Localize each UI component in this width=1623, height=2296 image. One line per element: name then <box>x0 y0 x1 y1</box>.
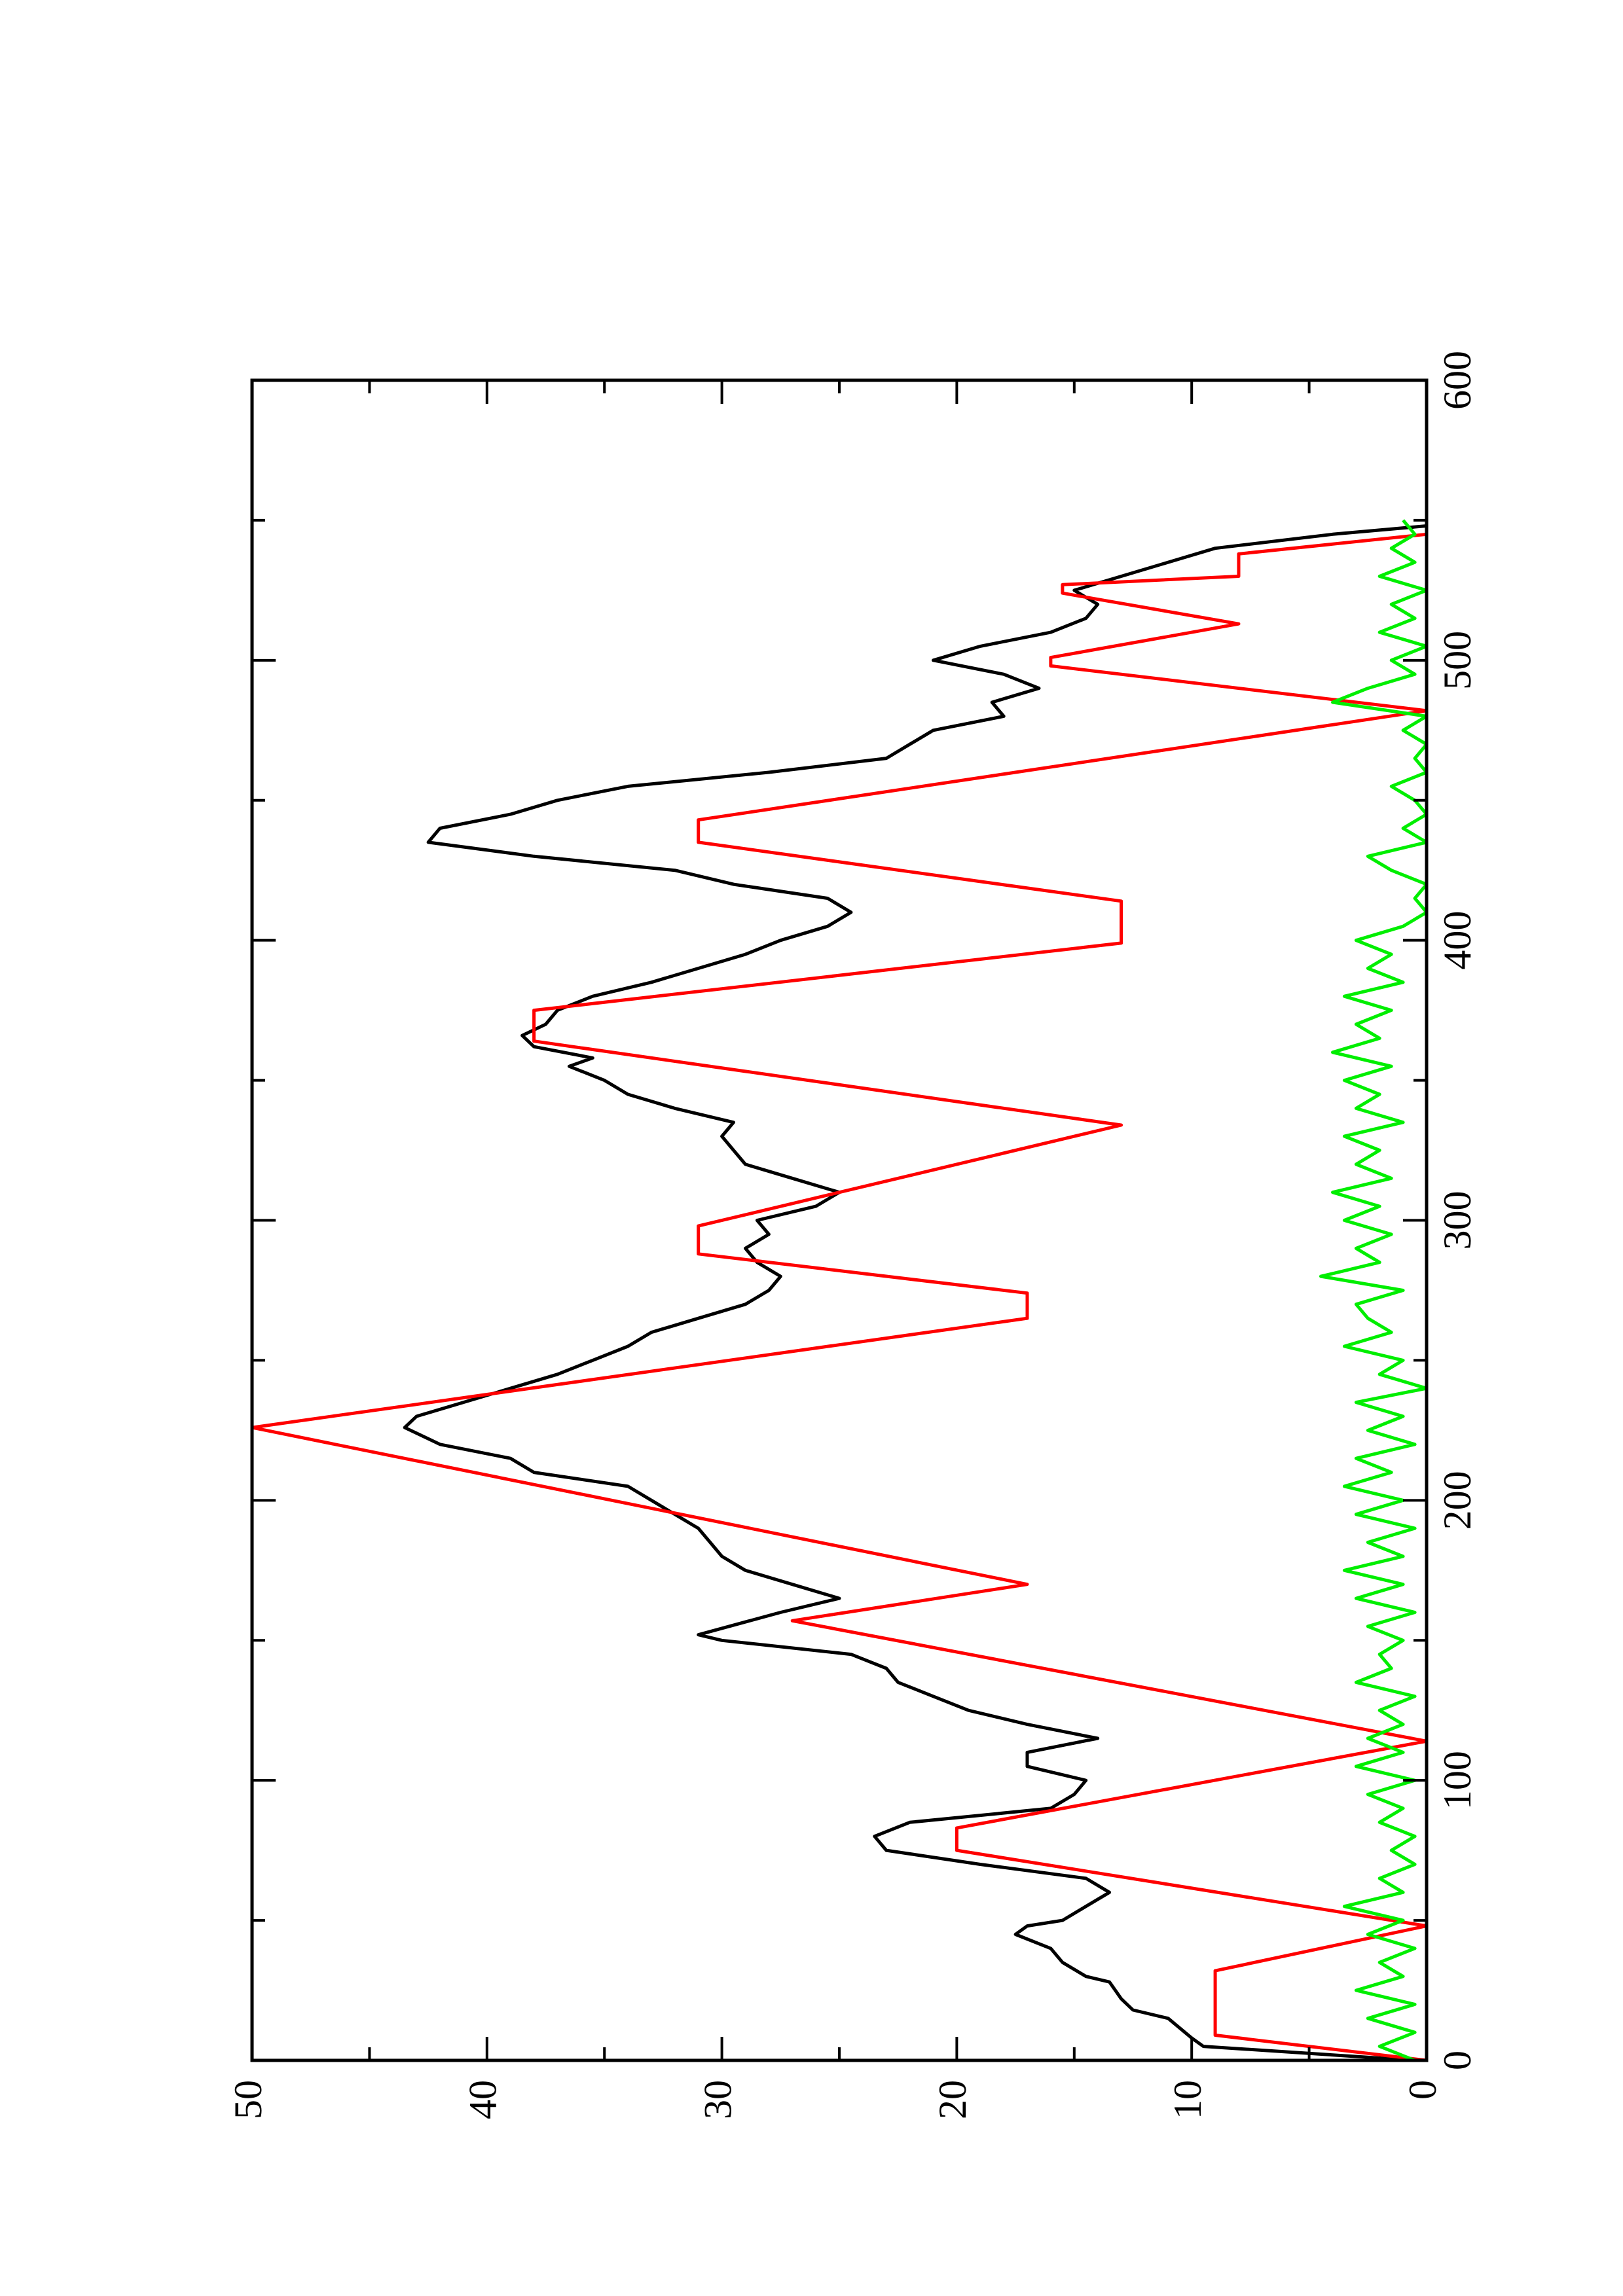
x-tick-label: 100 <box>1436 1751 1479 1810</box>
series-line <box>403 524 1427 2062</box>
y-tick-label: 50 <box>227 2080 270 2119</box>
y-tick-label: 20 <box>931 2080 974 2119</box>
x-tick-label: 600 <box>1436 351 1479 410</box>
y-tick-label: 40 <box>462 2080 505 2119</box>
series-line <box>1319 519 1429 2062</box>
y-tick-label: 10 <box>1166 2080 1209 2119</box>
x-tick-label: 300 <box>1436 1191 1479 1250</box>
x-tick-label: 400 <box>1436 911 1479 970</box>
y-tick-label: 0 <box>1401 2080 1444 2100</box>
plot-frame <box>250 378 1429 2062</box>
x-tick-label: 0 <box>1436 2051 1479 2070</box>
series-line <box>250 532 1429 2062</box>
y-tick-label: 30 <box>696 2080 739 2119</box>
x-tick-label: 200 <box>1436 1471 1479 1530</box>
x-tick-label: 500 <box>1436 631 1479 690</box>
